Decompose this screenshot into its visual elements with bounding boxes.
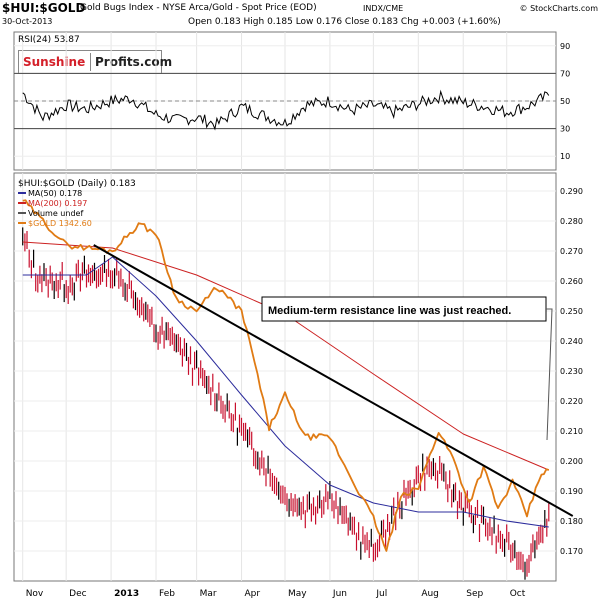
gold-line [22, 199, 550, 552]
logo-part2: Profits.com [95, 55, 173, 69]
ma50-line [22, 256, 549, 528]
legend-entry: MA(200) 0.197 [28, 199, 87, 208]
main-y-tick-label: 0.170 [560, 547, 583, 556]
x-tick-label: May [288, 589, 307, 599]
rsi-label: RSI(24) 53.87 [18, 35, 80, 45]
x-tick-label: Mar [200, 589, 217, 599]
chart-exchange: INDX/CME [363, 4, 404, 13]
x-tick-label: Feb [159, 589, 175, 599]
main-y-tick-label: 0.250 [560, 307, 583, 316]
main-y-tick-label: 0.220 [560, 397, 583, 406]
main-y-tick-label: 0.260 [560, 277, 583, 286]
chart-ohlc: Open 0.183 High 0.185 Low 0.176 Close 0.… [188, 17, 501, 27]
main-y-tick-label: 0.180 [560, 517, 583, 526]
rsi-y-tick-label: 10 [560, 152, 570, 161]
legend-entry: MA(50) 0.178 [28, 189, 82, 198]
main-series-label: $HUI:$GOLD (Daily) 0.183 [18, 179, 136, 189]
x-tick-label: Jun [332, 589, 347, 599]
main-y-tick-label: 0.210 [560, 427, 583, 436]
main-y-tick-label: 0.190 [560, 487, 583, 496]
main-y-tick-label: 0.240 [560, 337, 583, 346]
main-y-tick-label: 0.290 [560, 187, 583, 196]
ma200-line [22, 241, 549, 471]
rsi-y-tick-label: 50 [560, 97, 570, 106]
main-y-tick-label: 0.270 [560, 247, 583, 256]
legend-entry: $GOLD 1342.60 [28, 219, 92, 228]
chart-description: Gold Bugs Index - NYSE Arca/Gold - Spot … [80, 3, 317, 13]
main-y-tick-label: 0.280 [560, 217, 583, 226]
chart-credit: © StockCharts.com [519, 4, 598, 13]
x-tick-label: 2013 [114, 589, 139, 599]
annotation-box [261, 296, 547, 322]
chart-date: 30-Oct-2013 [2, 17, 53, 26]
x-tick-label: Nov [26, 589, 44, 599]
x-tick-label: Jul [375, 589, 387, 599]
rsi-y-tick-label: 70 [560, 69, 570, 78]
x-tick-label: Apr [245, 589, 261, 599]
x-tick-label: Aug [421, 589, 439, 599]
main-y-tick-label: 0.200 [560, 457, 583, 466]
annotation-pointer [546, 308, 553, 441]
logo-divider [90, 53, 91, 71]
rsi-line [22, 89, 550, 131]
sunshine-logo: Sunshine Profits.com [18, 50, 172, 74]
resistance-trendline [93, 244, 574, 517]
x-tick-label: Dec [69, 589, 86, 599]
annotation-text: Medium-term resistance line was just rea… [268, 305, 511, 317]
logo-part1: Sunshine [23, 55, 86, 69]
x-tick-label: Sep [466, 589, 483, 599]
legend-entry: Volume undef [28, 209, 83, 218]
chart-symbol: $HUI:$GOLD [2, 1, 86, 15]
rsi-y-tick-label: 30 [560, 125, 570, 134]
rsi-y-tick-label: 90 [560, 42, 570, 51]
x-tick-label: Oct [510, 589, 526, 599]
main-y-tick-label: 0.230 [560, 367, 583, 376]
